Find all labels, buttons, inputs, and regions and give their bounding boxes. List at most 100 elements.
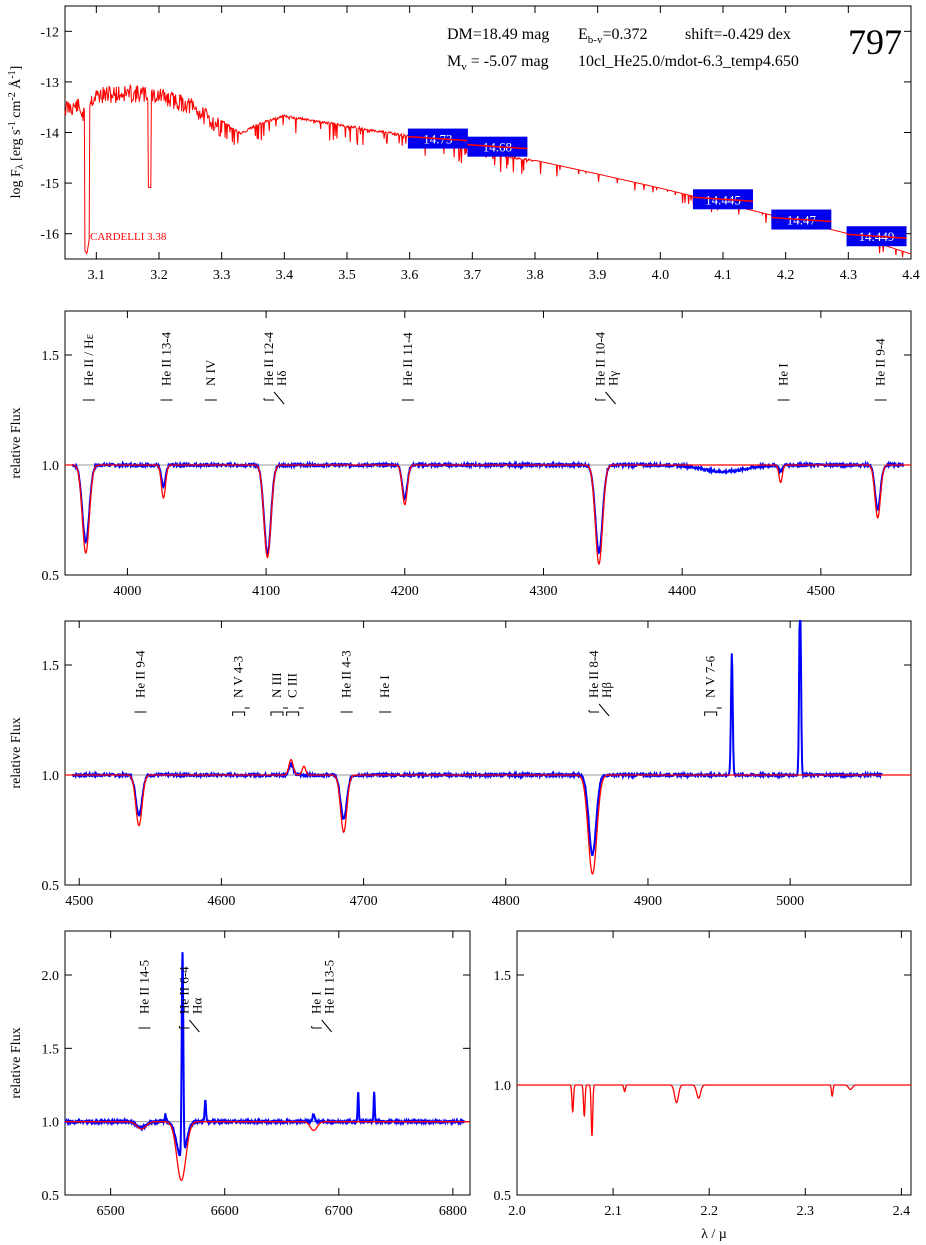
sed-ytick-label: -13 xyxy=(40,76,59,91)
ir-panel-frame xyxy=(516,930,912,1196)
green-panel-frame xyxy=(64,620,912,886)
line-id-fork xyxy=(605,391,616,405)
photometry-model-segment xyxy=(692,196,754,203)
ir-ytick-label: 1.0 xyxy=(494,1079,512,1094)
red-xtick-label: 6600 xyxy=(211,1204,239,1219)
blue-ytick-label: 1.0 xyxy=(42,459,60,474)
red-ytick-label: 0.5 xyxy=(42,1189,60,1204)
green-line-id: C III xyxy=(285,673,304,716)
photometry-box: 14.445 xyxy=(692,189,754,210)
blue-panel: 4000 4100 4200 4300 4400 4500 0.5 1.0 1.5 He II /… xyxy=(9,310,912,599)
blue-xtick-label: 4400 xyxy=(668,584,696,599)
line-id-label: He II 9-4 xyxy=(133,650,148,698)
line-id-fork xyxy=(598,703,610,717)
line-id-label: He II 6-4 xyxy=(176,966,191,1014)
red-ylabel: relative Flux xyxy=(9,1027,24,1098)
line-id-label: He II 8-4 xyxy=(586,650,601,698)
sed-xtick-label: 3.9 xyxy=(589,268,607,283)
blue-line-id: He II / Hε xyxy=(81,333,96,401)
photometry-box: 14.449 xyxy=(846,226,907,247)
green-plot-area: 4500 4600 4700 4800 4900 5000 0.5 1.0 1.5 He II 9… xyxy=(42,620,911,909)
line-id-label: He II 11-4 xyxy=(400,332,415,386)
green-line-id: He II 9-4 xyxy=(133,650,148,713)
blue-ytick-label: 1.5 xyxy=(42,349,60,364)
red-observed-spectrum xyxy=(64,952,465,1157)
line-id-label: He II / Hε xyxy=(81,333,96,386)
red-model-spectrum xyxy=(65,1121,470,1182)
ir-ytick-label: 1.5 xyxy=(494,969,512,984)
photometry-model-segment xyxy=(771,216,832,223)
red-ytick-label: 1.5 xyxy=(42,1042,60,1057)
line-id-fork xyxy=(321,1019,333,1033)
line-id-label: N V 4-3 xyxy=(231,656,246,698)
red-ytick-label: 1.0 xyxy=(42,1116,60,1131)
sed-plot-area: 3.1 3.2 3.3 3.4 3.5 3.6 3.7 3.8 3.9 4.0 4.1 4.2 4.3 4… xyxy=(40,6,920,283)
ir-xtick-label: 2.2 xyxy=(700,1204,718,1219)
line-id-label: He II 10-4 xyxy=(593,331,608,386)
blue-xtick-label: 4500 xyxy=(807,584,835,599)
sed-xtick-label: 3.3 xyxy=(213,268,231,283)
sed-param-ebv: Eb-v=0.372 xyxy=(578,26,647,46)
line-id-label-2: Hβ xyxy=(599,682,614,698)
blue-ylabel: relative Flux xyxy=(9,407,24,478)
line-id-label: N III xyxy=(269,672,284,698)
green-observed-spectrum xyxy=(72,620,883,857)
green-ytick-label: 0.5 xyxy=(42,879,60,894)
red-line-id: He IHe II 13-5 xyxy=(309,960,337,1033)
sed-panel: 3.1 3.2 3.3 3.4 3.5 3.6 3.7 3.8 3.9 4.0 4.1 4.2 4.3 4… xyxy=(7,5,920,283)
photometry-model-segment xyxy=(467,143,528,150)
green-xtick-label: 4700 xyxy=(350,894,378,909)
line-id-fork xyxy=(188,1019,200,1033)
photometry-model-segment xyxy=(846,233,907,239)
sed-param-mv: Mv = -5.07 mag xyxy=(447,53,549,73)
photometry-model-segment xyxy=(407,135,468,142)
sed-ytick-label: -15 xyxy=(40,177,59,192)
sed-model-spectrum xyxy=(64,83,912,258)
sed-xtick-label: 3.2 xyxy=(150,268,168,283)
line-id-label: He II 9-4 xyxy=(873,338,888,386)
green-ytick-label: 1.5 xyxy=(42,659,60,674)
sed-xtick-label: 3.1 xyxy=(88,268,106,283)
sed-xtick-label: 3.6 xyxy=(401,268,419,283)
red-xtick-label: 6700 xyxy=(325,1204,353,1219)
line-id-label: He II 14-5 xyxy=(136,960,151,1014)
blue-xtick-label: 4200 xyxy=(391,584,419,599)
blue-line-id: He II 9-4 xyxy=(873,338,888,401)
red-panel: 6500 6600 6700 6800 0.5 1.0 1.5 2.0 He II 14-5 He… xyxy=(9,930,471,1219)
red-ytick-label: 2.0 xyxy=(42,969,60,984)
red-panel-frame xyxy=(64,930,471,1196)
line-id-label: He I xyxy=(776,363,791,386)
blue-model-spectrum xyxy=(65,464,911,566)
blue-xtick-label: 4000 xyxy=(113,584,141,599)
line-id-label: C III xyxy=(285,673,300,698)
sed-xtick-label: 4.3 xyxy=(840,268,858,283)
sed-xtick-label: 4.0 xyxy=(652,268,670,283)
sed-xtick-label: 3.7 xyxy=(464,268,482,283)
sed-ytick-label: -12 xyxy=(40,25,59,40)
green-xtick-label: 4800 xyxy=(492,894,520,909)
blue-line-id: He II 11-4 xyxy=(400,332,415,401)
red-line-id: He II 14-5 xyxy=(136,960,151,1029)
green-xtick-label: 4500 xyxy=(65,894,93,909)
line-id-label: N IV xyxy=(203,359,218,386)
blue-line-id: He I xyxy=(776,363,791,401)
ir-xtick-label: 2.4 xyxy=(893,1204,911,1219)
line-id-bracket xyxy=(232,711,246,716)
green-model-spectrum xyxy=(65,758,911,875)
ir-xtick-label: 2.0 xyxy=(508,1204,526,1219)
sed-param-shift: shift=-0.429 dex xyxy=(685,26,791,43)
ir-ytick-label: 0.5 xyxy=(494,1189,512,1204)
sed-ylabel: log Fλ [erg s-1 cm-2 Å-1] xyxy=(7,66,26,199)
line-id-label-2: Hδ xyxy=(274,370,289,386)
line-id-bracket xyxy=(270,711,284,716)
red-line-id: He II 6-4Hα xyxy=(176,966,204,1033)
blue-xtick-label: 4300 xyxy=(529,584,557,599)
green-xtick-label: 5000 xyxy=(776,894,804,909)
green-line-id: He I xyxy=(377,675,392,713)
green-ytick-label: 1.0 xyxy=(42,769,60,784)
sed-note-cardelli: CARDELLI 3.38 xyxy=(90,231,167,243)
blue-line-id: He II 10-4Hγ xyxy=(593,331,621,405)
line-id-label: He II 12-4 xyxy=(261,331,276,386)
blue-line-id: N IV xyxy=(203,359,218,401)
